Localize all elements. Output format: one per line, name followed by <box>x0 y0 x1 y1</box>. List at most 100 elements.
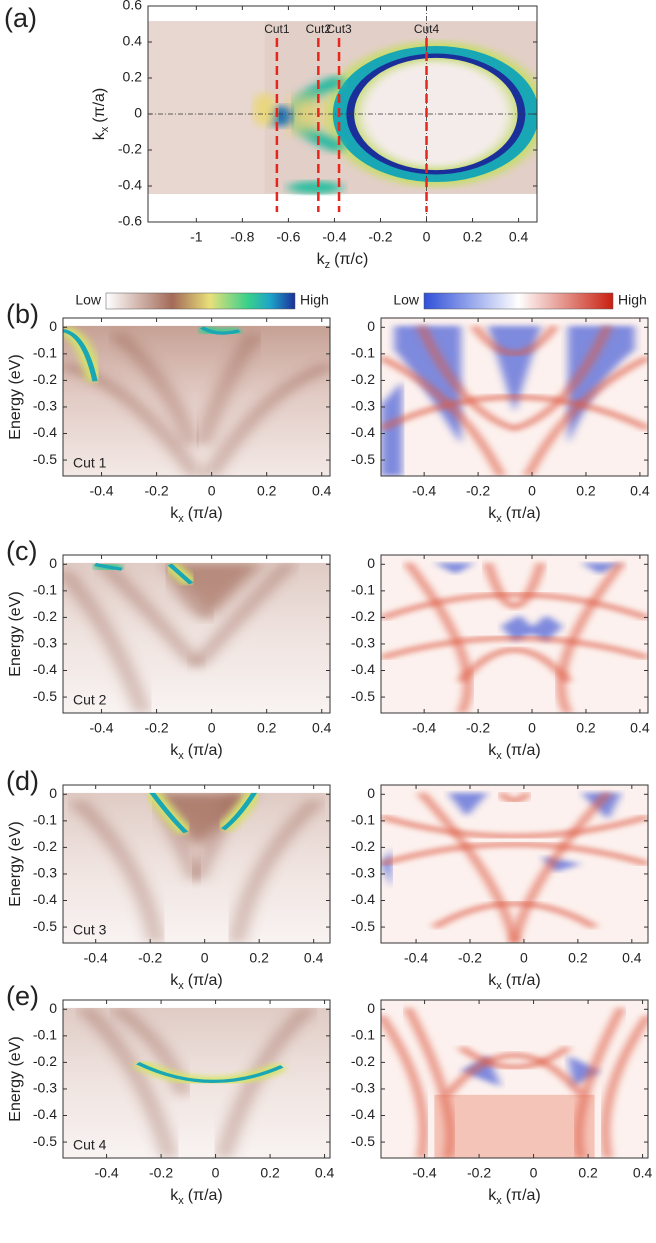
x-tick-label: 0 <box>201 950 209 966</box>
blue-region <box>381 381 403 476</box>
label-unit: (π/a) <box>188 1187 223 1204</box>
label-unit: (π/a) <box>188 972 223 989</box>
band <box>63 362 202 476</box>
panel-label: (c) <box>6 536 37 566</box>
blue-region <box>381 848 392 888</box>
frame <box>380 554 649 714</box>
x-tick-label: 0.2 <box>260 1165 280 1181</box>
x-tick-label: 0 <box>208 720 216 736</box>
plot-area <box>381 1000 648 1158</box>
y-tick-label: -0.4 <box>351 891 375 907</box>
frame <box>62 554 331 714</box>
hot-core <box>148 790 189 834</box>
x-tick-label: 0.4 <box>630 483 650 499</box>
y-tick-label: -0.2 <box>33 838 57 854</box>
label-main: k <box>488 742 497 759</box>
y-tick-label: -0.1 <box>351 1027 375 1043</box>
label-unit: (π/a) <box>91 88 108 123</box>
y-tick-label: -0.1 <box>33 812 57 828</box>
red-band <box>601 1014 648 1158</box>
x-tick-label: 0.4 <box>633 1165 653 1181</box>
red-band <box>457 1045 572 1070</box>
label-main: k <box>488 972 497 989</box>
frame <box>62 999 331 1159</box>
y-tick-label: -0.4 <box>351 424 375 440</box>
x-tick-label: -0.2 <box>368 229 392 245</box>
cut-annotation: Cut 2 <box>73 692 107 708</box>
x-tick-label: -0.2 <box>467 1165 491 1181</box>
red-band <box>483 562 546 609</box>
red-band <box>404 561 472 713</box>
cut-label: Cut2 <box>306 22 332 36</box>
hot-core <box>94 562 123 571</box>
y-tick-label: 0.6 <box>123 0 143 13</box>
x-tick-label: 0 <box>423 229 431 245</box>
y-tick-label: 0 <box>49 555 57 571</box>
panel-label: (b) <box>6 299 39 329</box>
y-tick-label: -0.5 <box>33 451 57 467</box>
blue-region <box>501 615 536 642</box>
y-tick-label: -0.2 <box>351 838 375 854</box>
y-tick-label: 0.2 <box>123 69 143 85</box>
colorbar <box>423 292 614 310</box>
x-tick-label: 0.2 <box>257 720 277 736</box>
x-tick-label: 0.4 <box>312 483 332 499</box>
hot-core <box>199 326 241 335</box>
y-tick-label: -0.5 <box>33 688 57 704</box>
band <box>191 561 295 668</box>
x-tick-label: -0.4 <box>89 720 113 736</box>
x-tick-label: -1 <box>190 229 203 245</box>
band <box>111 332 197 446</box>
axis-label: kx (π/a) <box>170 972 223 992</box>
axis-label: kx (π/a) <box>91 88 111 141</box>
y-tick-label: -0.4 <box>33 891 57 907</box>
y-tick-label: 0 <box>49 318 57 334</box>
x-tick-label: 0 <box>530 1165 538 1181</box>
y-tick-label: -0.3 <box>351 1080 375 1096</box>
label-sub: z <box>325 259 331 271</box>
axis-label: kx (π/a) <box>488 505 541 525</box>
y-tick-label: -0.2 <box>33 1053 57 1069</box>
axis-label: kx (π/a) <box>170 1187 223 1207</box>
x-tick-label: -0.6 <box>276 229 300 245</box>
y-tick-label: -0.3 <box>33 1080 57 1096</box>
x-tick-label: -0.2 <box>138 950 162 966</box>
y-tick-label: -0.2 <box>118 141 142 157</box>
y-tick-label: -0.4 <box>33 661 57 677</box>
red-band <box>403 1007 455 1158</box>
axis-label: Energy (eV) <box>7 354 24 439</box>
label-main: k <box>170 742 179 759</box>
edge <box>63 318 330 326</box>
red-band <box>457 647 572 683</box>
x-tick-label: -0.2 <box>145 483 169 499</box>
plot-area <box>381 555 648 713</box>
blue-region <box>581 562 622 574</box>
plot-area <box>381 318 648 476</box>
red-band <box>574 1007 626 1158</box>
label-main: k <box>170 1187 179 1204</box>
y-tick-label: 0.4 <box>123 33 143 49</box>
y-tick-label: 0 <box>134 105 142 121</box>
y-tick-label: -0.1 <box>351 345 375 361</box>
intensity-map <box>148 21 537 194</box>
band <box>98 561 202 668</box>
red-band <box>381 841 648 867</box>
y-tick-label: -0.2 <box>351 608 375 624</box>
plot-area <box>381 785 648 943</box>
dark-v <box>156 792 256 849</box>
cut-annotation: Cut 1 <box>73 455 107 471</box>
axis-label: Energy (eV) <box>7 821 24 906</box>
label-sub: x <box>178 980 184 992</box>
y-tick-label: -0.6 <box>118 213 142 229</box>
intensity-map <box>381 1000 648 1158</box>
y-tick-label: -0.4 <box>33 424 57 440</box>
axis-label: Energy (eV) <box>7 591 24 676</box>
x-tick-label: 0.4 <box>509 229 529 245</box>
x-tick-label: -0.8 <box>230 229 254 245</box>
edge <box>63 555 330 563</box>
red-band <box>444 1052 585 1096</box>
cut-annotation: Cut 3 <box>73 922 107 938</box>
y-tick-label: -0.1 <box>33 345 57 361</box>
cut-label: Cut4 <box>414 22 440 36</box>
